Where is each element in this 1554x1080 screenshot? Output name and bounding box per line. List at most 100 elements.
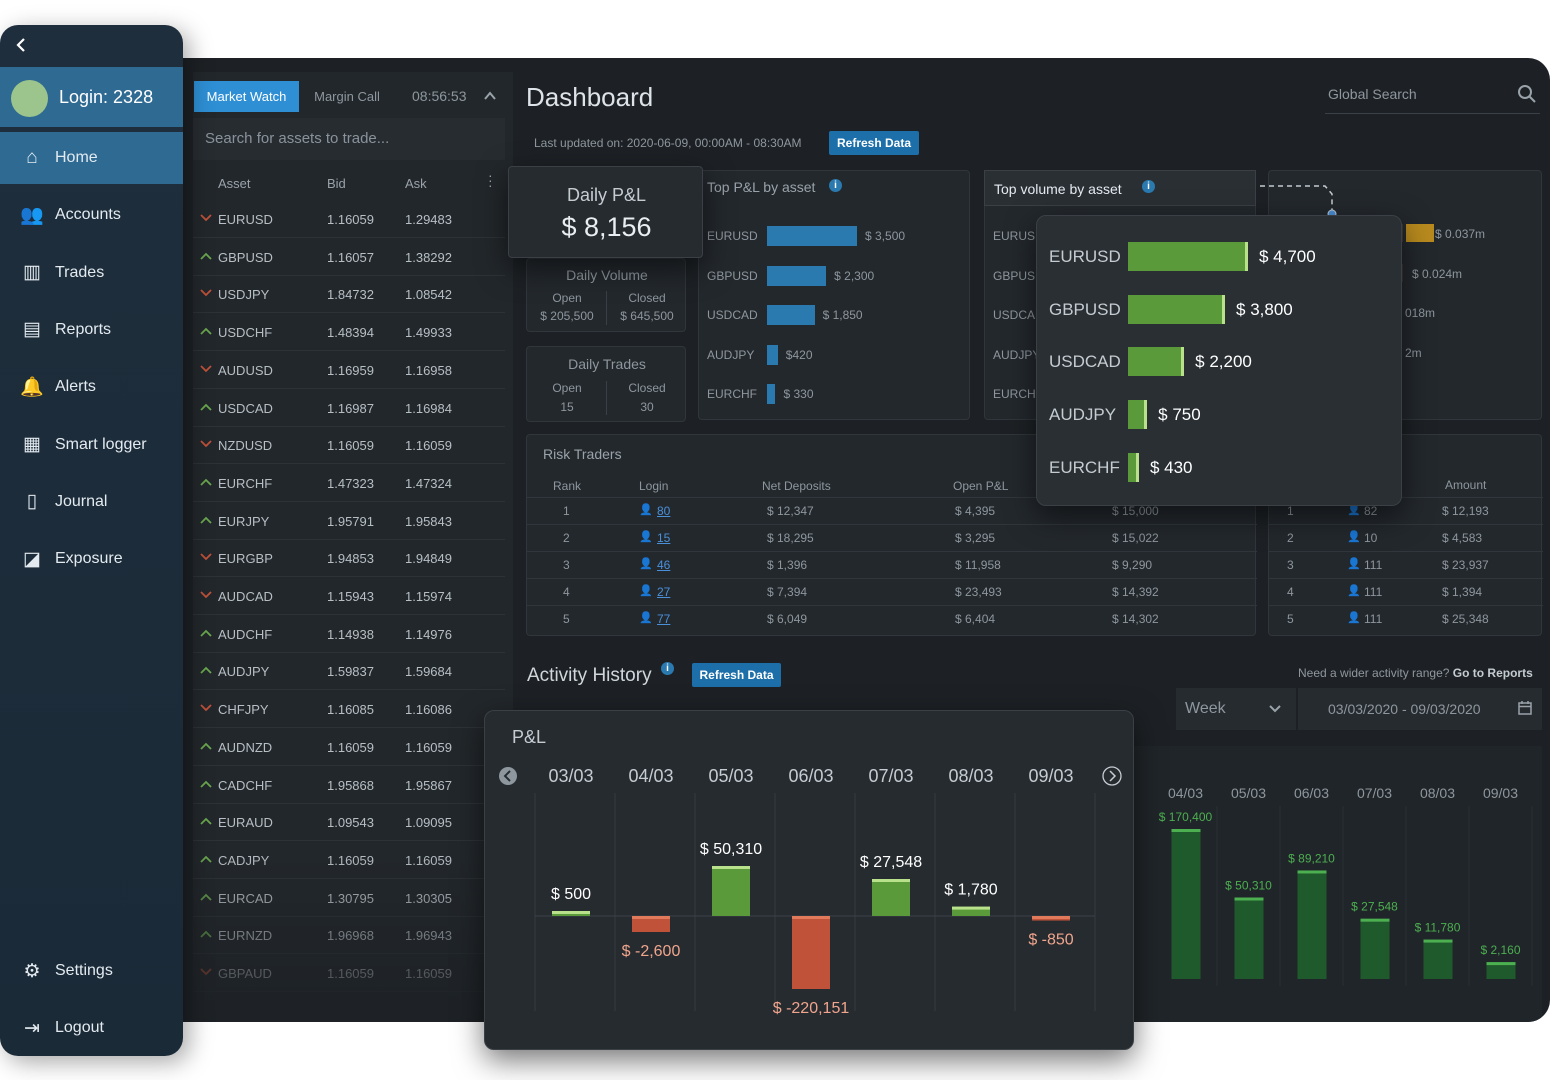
- period-select-value: Week: [1185, 700, 1226, 717]
- global-search[interactable]: Global Search: [1325, 82, 1540, 114]
- info-icon[interactable]: i: [1142, 180, 1155, 193]
- table-row[interactable]: 4 👤 27 $ 7,394 $ 23,493 $ 14,392: [527, 578, 1257, 605]
- ask-value: 1.47324: [405, 475, 452, 491]
- table-row[interactable]: 1 👤 80 $ 12,347 $ 4,395 $ 15,000: [527, 497, 1257, 524]
- tab-margin-call[interactable]: Margin Call: [314, 89, 380, 104]
- date-range-picker[interactable]: 03/03/2020 - 09/03/2020: [1298, 688, 1542, 730]
- chevron-up-icon: [200, 665, 212, 678]
- sidebar-item-settings[interactable]: ⚙ Settings: [0, 945, 183, 997]
- user-icon: 👤: [639, 585, 653, 597]
- market-row[interactable]: AUDNZD 1.16059 1.16059: [193, 728, 505, 766]
- asset-name: AUDCHF: [218, 626, 273, 642]
- ask-value: 1.49933: [405, 325, 452, 341]
- calendar-icon[interactable]: [1518, 700, 1532, 715]
- table-row[interactable]: 5 👤 77 $ 6,049 $ 6,404 $ 14,302: [527, 605, 1257, 632]
- go-to-reports-link[interactable]: Go to Reports: [1452, 666, 1533, 680]
- more-vertical-icon[interactable]: · · ·: [488, 167, 493, 193]
- data-label: $ 50,310: [1225, 878, 1272, 892]
- pl-value: $ 2,300: [834, 268, 875, 283]
- search-icon[interactable]: [1517, 84, 1537, 104]
- user-icon: 👤: [1347, 531, 1361, 543]
- daily-pl-value: $ 8,156: [561, 212, 652, 242]
- market-row[interactable]: AUDUSD 1.16959 1.16958: [193, 351, 505, 389]
- chevron-up-icon: [200, 779, 212, 792]
- refresh-data-button[interactable]: Refresh Data: [829, 131, 919, 155]
- activity-history-title: Activity History: [527, 665, 652, 686]
- login-link[interactable]: 27: [657, 585, 671, 599]
- login-link[interactable]: 15: [657, 531, 671, 545]
- table-row[interactable]: 2 👤 15 $ 18,295 $ 3,295 $ 15,022: [527, 524, 1257, 551]
- bid-value: 1.09543: [327, 815, 374, 831]
- table-row[interactable]: 4 👤 111 $ 1,394: [1269, 578, 1543, 605]
- pl-chart: P&L03/03 $ 500 04/03 $ -2,600 05/03 $ 50,310 0…: [499, 727, 1122, 1017]
- info-icon[interactable]: i: [829, 179, 842, 192]
- table-row[interactable]: 3 👤 111 $ 23,937: [1269, 551, 1543, 578]
- login-link[interactable]: 80: [657, 504, 671, 518]
- chevron-down-icon: [200, 703, 212, 716]
- market-row[interactable]: EURGBP 1.94853 1.94849: [193, 539, 505, 578]
- market-row[interactable]: AUDCAD 1.15943 1.15974: [193, 577, 505, 615]
- sidebar-item-smart-logger[interactable]: ▦ Smart logger: [0, 419, 183, 471]
- table-row[interactable]: 1 👤 82 $ 12,193: [1269, 497, 1543, 524]
- ask-value: 1.16059: [405, 438, 452, 454]
- chevron-up-icon: [200, 326, 212, 339]
- market-row[interactable]: USDCHF 1.48394 1.49933: [193, 313, 505, 352]
- daily-trades-closed-label: Closed: [628, 381, 666, 395]
- period-select[interactable]: Week: [1176, 688, 1296, 730]
- bar-cap: [1423, 939, 1453, 943]
- market-row[interactable]: EURJPY 1.95791 1.95843: [193, 502, 505, 540]
- sidebar-item-journal[interactable]: ▯ Journal: [0, 476, 183, 528]
- market-row[interactable]: NZDUSD 1.16059 1.16059: [193, 426, 505, 465]
- pl-chart-popup: P&L 03/03 $ 500 04/03 $ -2,600 05/03 $ 50,310 0…: [484, 710, 1134, 1050]
- login-link[interactable]: 46: [657, 558, 671, 572]
- market-row[interactable]: USDCAD 1.16987 1.16984: [193, 389, 505, 427]
- table-row[interactable]: 3 👤 46 $ 1,396 $ 11,958 $ 9,290: [527, 551, 1257, 578]
- activity-refresh-button[interactable]: Refresh Data: [692, 663, 781, 687]
- asset-search-input[interactable]: Search for assets to trade...: [193, 118, 505, 160]
- chevron-up-icon: [200, 251, 212, 264]
- chevron-left-icon[interactable]: [499, 767, 517, 785]
- user-login[interactable]: Login: 2328: [0, 67, 183, 127]
- chevron-right-icon[interactable]: [1102, 766, 1122, 786]
- volume-bar: [1128, 400, 1148, 430]
- market-row[interactable]: AUDJPY 1.59837 1.59684: [193, 652, 505, 691]
- sidebar-item-logout[interactable]: ⇥ Logout: [0, 1002, 183, 1054]
- amount-cell: $ 4,583: [1442, 531, 1483, 545]
- market-row[interactable]: EURCHF 1.47323 1.47324: [193, 464, 505, 502]
- bid-value: 1.59837: [327, 664, 374, 680]
- login-link[interactable]: 77: [657, 612, 671, 626]
- x-tick-label: 06/03: [1294, 785, 1329, 801]
- x-tick-label: 09/03: [1483, 785, 1518, 801]
- asset-name: NZDUSD: [218, 438, 273, 454]
- market-row[interactable]: GBPUSD 1.16057 1.38292: [193, 238, 505, 276]
- market-row[interactable]: EURAUD 1.09543 1.09095: [193, 803, 505, 842]
- info-icon[interactable]: i: [661, 662, 674, 675]
- market-row[interactable]: CADCHF 1.95868 1.95867: [193, 766, 505, 804]
- bar-cap: [632, 916, 670, 919]
- sidebar-item-home[interactable]: ⌂ Home: [0, 132, 183, 184]
- bar: [1171, 829, 1201, 979]
- bid-value: 1.15943: [327, 589, 374, 604]
- market-row[interactable]: EURUSD 1.16059 1.29483: [193, 200, 505, 238]
- users-icon: 👥: [20, 205, 44, 227]
- chevron-left-icon[interactable]: [10, 33, 34, 57]
- sidebar-item-reports[interactable]: ▤ Reports: [0, 304, 183, 356]
- table-row[interactable]: 5 👤 111 $ 25,348: [1269, 605, 1543, 632]
- sidebar-item-trades[interactable]: ▥ Trades: [0, 247, 183, 299]
- table-row[interactable]: 2 👤 10 $ 4,583: [1269, 524, 1543, 551]
- global-search-input[interactable]: Global Search: [1328, 86, 1417, 102]
- chevron-down-icon: [200, 590, 212, 603]
- market-row[interactable]: CHFJPY 1.16085 1.16086: [193, 690, 505, 729]
- ask-value: 1.95867: [405, 777, 452, 793]
- sidebar-item-accounts[interactable]: 👥 Accounts: [0, 189, 183, 241]
- daily-volume-open-value: $ 205,500: [540, 309, 594, 323]
- tab-market-watch[interactable]: Market Watch: [194, 81, 299, 112]
- bar-cap: [552, 911, 590, 914]
- sidebar-item-alerts[interactable]: 🔔 Alerts: [0, 361, 183, 413]
- market-row[interactable]: USDJPY 1.84732 1.08542: [193, 275, 505, 314]
- market-row[interactable]: AUDCHF 1.14938 1.14976: [193, 615, 505, 653]
- chevron-up-icon[interactable]: [483, 90, 497, 102]
- amount-cell: $ 23,937: [1442, 558, 1489, 572]
- sidebar-item-exposure[interactable]: ◪ Exposure: [0, 533, 183, 585]
- col-asset: Asset: [218, 176, 251, 191]
